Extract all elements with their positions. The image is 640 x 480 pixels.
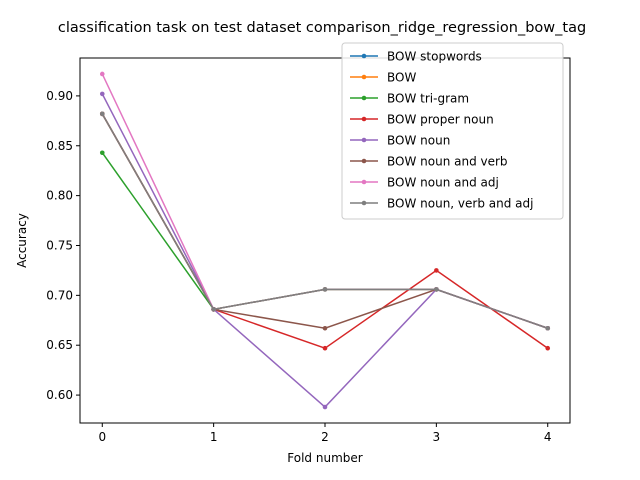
- legend-item: BOW: [350, 71, 416, 85]
- y-tick-label: 0.75: [46, 238, 73, 252]
- y-tick-label: 0.80: [46, 189, 73, 203]
- x-tick-label: 0: [98, 430, 106, 444]
- legend-item: BOW noun: [350, 134, 450, 148]
- data-point: [322, 325, 328, 331]
- x-tick-label: 1: [210, 430, 218, 444]
- chart-title: classification task on test dataset comp…: [58, 20, 586, 36]
- series-layer: [99, 71, 551, 410]
- data-point: [545, 325, 551, 331]
- y-axis: 0.60 0.65 0.70 0.75 0.80 0.85 0.90: [46, 89, 80, 402]
- data-point: [211, 307, 216, 312]
- y-axis-label: Accuracy: [15, 213, 29, 268]
- legend-label: BOW noun, verb and adj: [387, 197, 533, 211]
- legend-marker: [361, 158, 367, 164]
- legend-item: BOW noun, verb and adj: [350, 197, 533, 211]
- legend-label: BOW noun and verb: [387, 155, 508, 169]
- y-tick-label: 0.70: [46, 288, 73, 302]
- legend-label: BOW proper noun: [387, 113, 494, 127]
- x-tick-label: 4: [544, 430, 552, 444]
- legend-label: BOW noun: [387, 134, 450, 148]
- data-point: [99, 71, 105, 77]
- legend-item: BOW stopwords: [350, 50, 482, 64]
- y-tick-label: 0.60: [46, 388, 73, 402]
- legend-label: BOW noun and adj: [387, 176, 499, 190]
- data-point: [99, 150, 105, 156]
- data-point: [434, 268, 439, 273]
- y-tick-label: 0.65: [46, 338, 73, 352]
- legend-item: BOW proper noun: [350, 113, 494, 127]
- legend-marker: [361, 53, 367, 59]
- x-axis-label: Fold number: [287, 451, 362, 465]
- legend-label: BOW tri-gram: [387, 92, 469, 106]
- data-point: [434, 287, 439, 292]
- legend-label: BOW stopwords: [387, 50, 482, 64]
- data-point: [322, 345, 328, 351]
- x-tick-label: 3: [433, 430, 441, 444]
- data-point: [322, 404, 328, 410]
- y-tick-label: 0.90: [46, 89, 73, 103]
- legend-marker: [361, 137, 367, 143]
- legend: BOW stopwords BOW BOW tri-gram BOW proper n…: [341, 42, 564, 220]
- data-point: [99, 91, 105, 97]
- data-point: [99, 111, 105, 117]
- legend-marker: [361, 95, 367, 101]
- legend-item: BOW noun and adj: [350, 176, 499, 190]
- legend-marker: [361, 116, 367, 122]
- legend-marker: [361, 74, 367, 80]
- legend-item: BOW tri-gram: [350, 92, 469, 106]
- data-point: [545, 345, 551, 351]
- x-tick-label: 2: [321, 430, 329, 444]
- legend-item: BOW noun and verb: [350, 155, 508, 169]
- legend-label: BOW: [387, 71, 416, 85]
- legend-marker: [361, 200, 367, 206]
- legend-box: [341, 42, 564, 220]
- legend-marker: [361, 179, 367, 185]
- x-axis: 0 1 2 3 4: [98, 423, 552, 444]
- data-point: [322, 287, 328, 292]
- series-7: [99, 111, 551, 331]
- y-tick-label: 0.85: [46, 139, 73, 153]
